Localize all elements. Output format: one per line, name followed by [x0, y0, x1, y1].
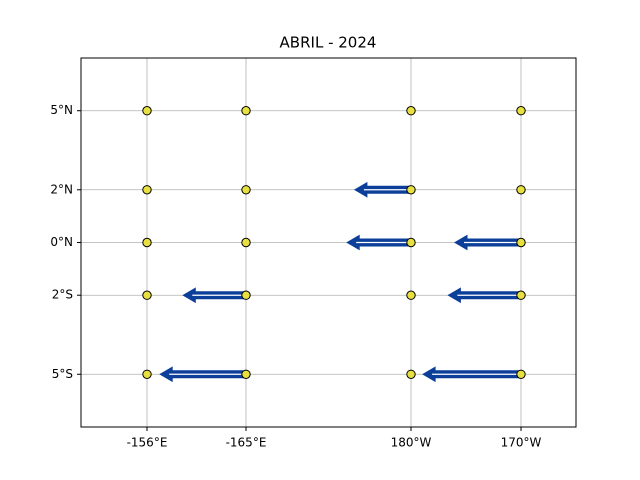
point	[516, 290, 526, 300]
point	[406, 185, 416, 195]
point	[142, 237, 152, 248]
point	[142, 369, 152, 379]
y-tick-label: 5°N	[50, 103, 73, 117]
point	[142, 290, 152, 300]
marks	[142, 106, 526, 383]
point	[516, 106, 526, 116]
point	[406, 290, 416, 300]
y-tick-label: 2°N	[50, 182, 73, 196]
x-tick-label: -165°E	[226, 436, 267, 450]
point	[406, 106, 416, 116]
arrow	[353, 181, 412, 198]
y-tick-label: 0°N	[50, 235, 73, 249]
y-tick-label: 5°S	[52, 367, 73, 381]
point	[516, 369, 526, 379]
point	[241, 106, 251, 116]
x-tick-label: 180°W	[391, 436, 432, 450]
point	[142, 106, 152, 116]
arrow	[182, 287, 247, 304]
point	[406, 237, 416, 248]
arrow	[447, 287, 522, 304]
point	[516, 185, 526, 195]
x-tick-label: 170°W	[501, 436, 542, 450]
arrow	[159, 366, 247, 383]
arrow	[422, 366, 522, 383]
arrow	[454, 234, 522, 251]
point	[241, 369, 251, 379]
point	[241, 185, 251, 195]
point	[516, 237, 526, 248]
point	[406, 369, 416, 379]
y-tick-label: 2°S	[52, 288, 73, 302]
point	[241, 237, 251, 248]
point	[142, 185, 152, 195]
x-tick-label: -156°E	[127, 436, 168, 450]
point	[241, 290, 251, 300]
chart-title: ABRIL - 2024	[280, 34, 377, 52]
arrow	[346, 234, 412, 251]
